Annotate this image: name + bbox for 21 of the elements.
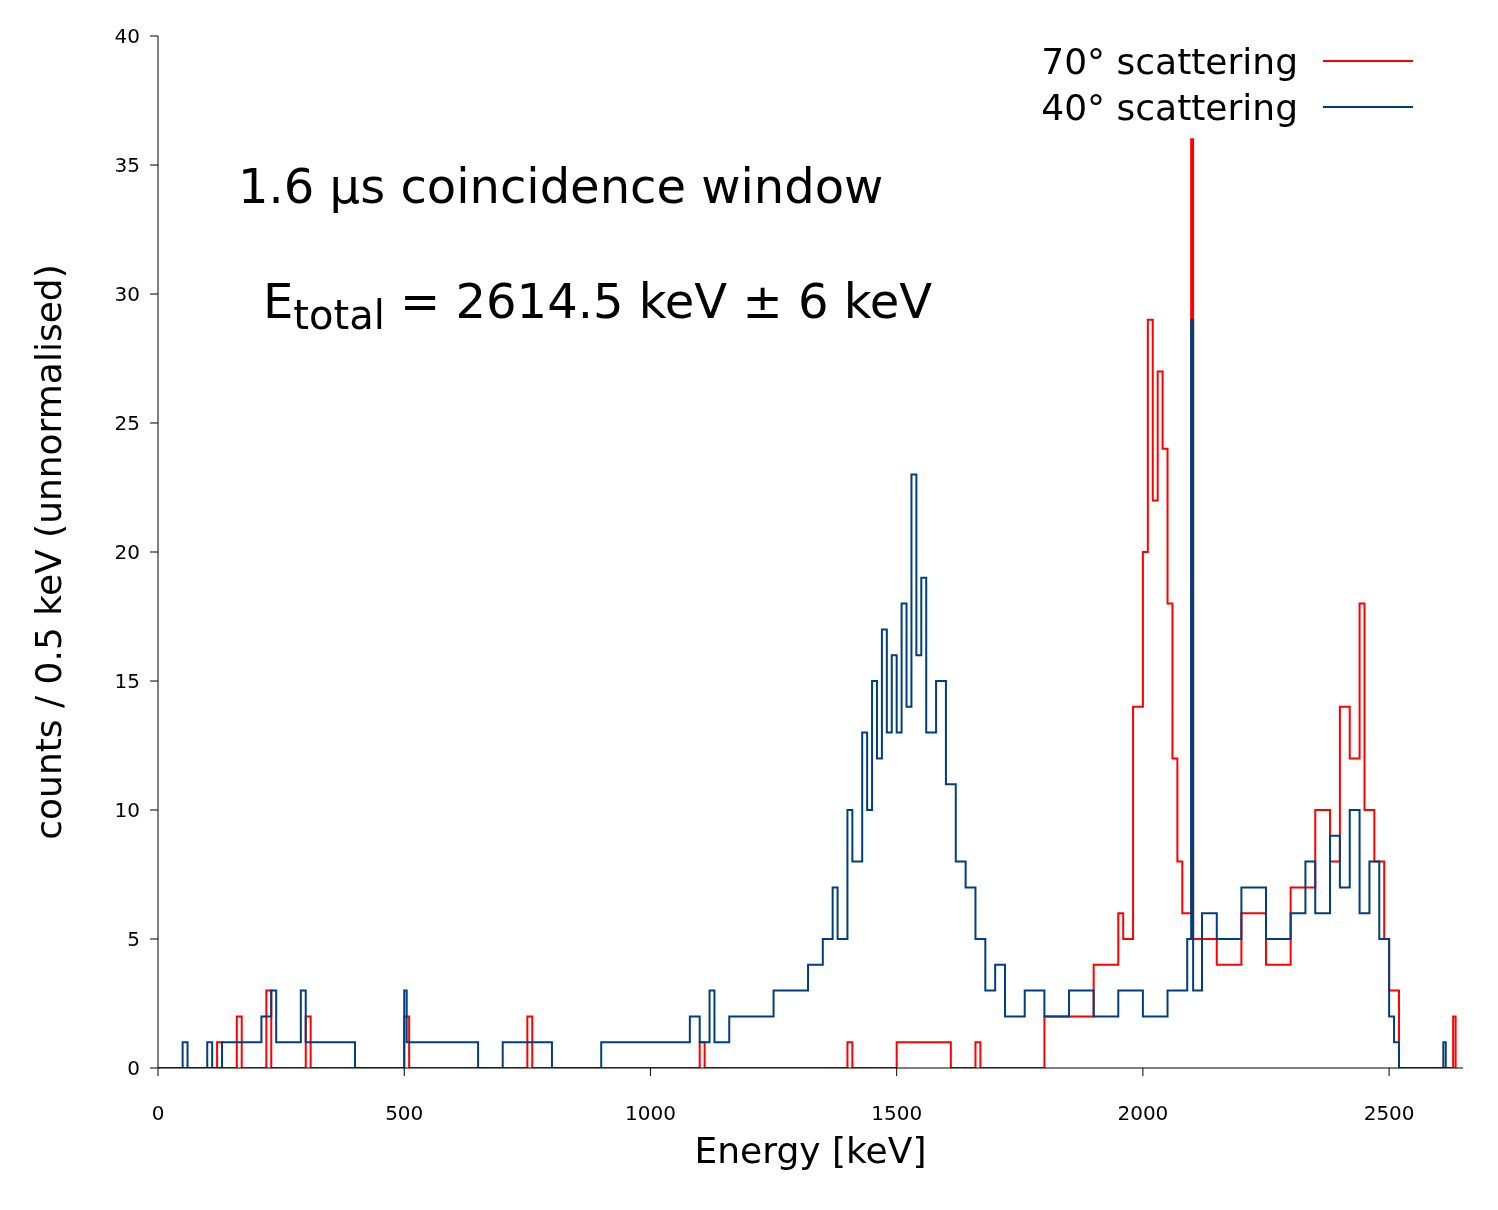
x-axis-title: Energy [keV]	[694, 1130, 927, 1171]
y-tick-label: 15	[114, 669, 140, 694]
y-tick-label: 5	[127, 927, 140, 952]
legend-label: 40° scattering	[1041, 86, 1298, 128]
annotation: 1.6 μs coincidence window	[238, 158, 884, 214]
x-tick-label: 1500	[871, 1101, 923, 1126]
y-tick-label: 30	[114, 282, 140, 307]
y-tick-label: 10	[114, 798, 140, 823]
x-tick-label: 0	[151, 1101, 165, 1126]
y-tick-label: 35	[114, 153, 140, 178]
x-tick-label: 2500	[1363, 1101, 1415, 1126]
y-axis-title: counts / 0.5 keV (unnormalised)	[27, 264, 69, 840]
x-tick-label: 2000	[1117, 1101, 1169, 1126]
x-tick-label: 1000	[625, 1101, 676, 1126]
legend-label: 70° scattering	[1041, 40, 1298, 82]
y-tick-label: 0	[127, 1056, 140, 1081]
annotation: E$_{total}$ = 2614.5 keV ± 6 keV	[263, 273, 933, 338]
y-tick-label: 25	[114, 411, 140, 436]
y-tick-label: 40	[114, 24, 140, 49]
y-tick-label: 20	[114, 540, 140, 565]
x-tick-label: 500	[385, 1101, 424, 1126]
